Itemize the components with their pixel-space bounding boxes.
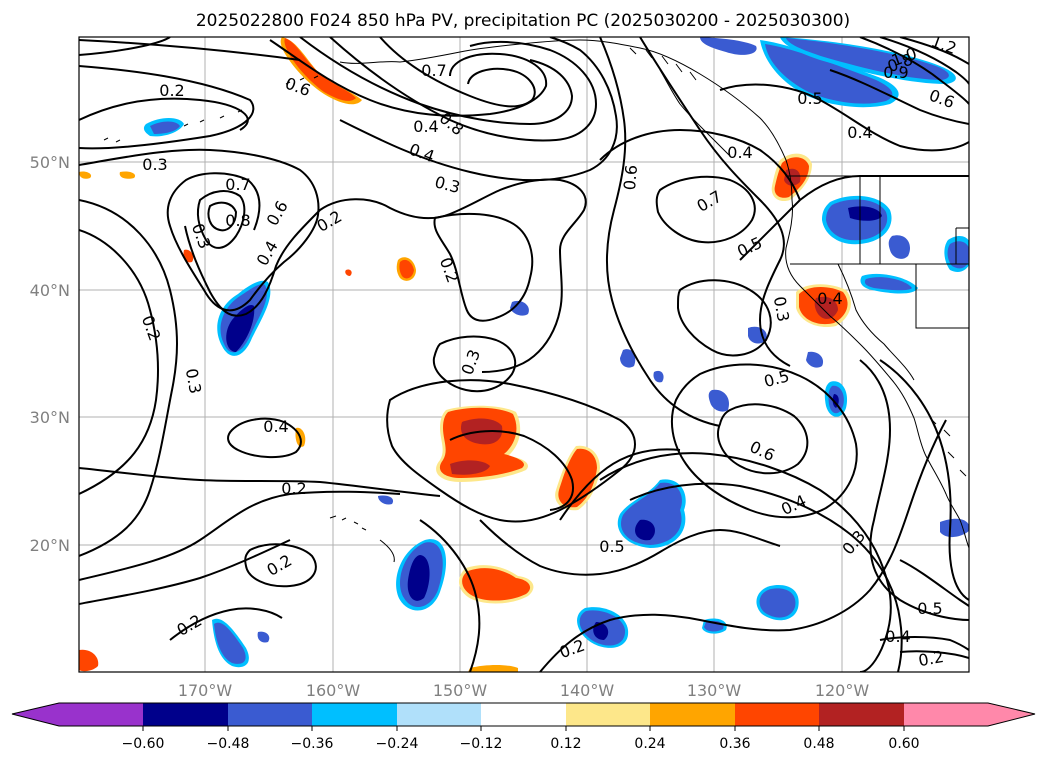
- colorbar-swatch: [143, 703, 228, 726]
- contour-label: 0.5: [797, 89, 822, 108]
- contour-label: 0.7: [225, 175, 250, 194]
- colorbar-tick-label: −0.24: [376, 736, 419, 752]
- longitude-labels: 170°W 160°W 150°W 140°W 130°W 120°W: [178, 681, 870, 700]
- contour-label: 0.4: [413, 117, 438, 136]
- colorbar-tick-label: 0.48: [803, 736, 834, 752]
- lon-label: 150°W: [433, 681, 488, 700]
- contour-label: 0.4: [885, 627, 910, 646]
- colorbar-tick-label: 0.60: [888, 736, 919, 752]
- colorbar-swatch: [228, 703, 312, 726]
- contour-label: 0.3: [142, 155, 167, 174]
- colorbar-swatch: [397, 703, 481, 726]
- colorbar-swatch: [735, 703, 819, 726]
- colorbar-swatch: [650, 703, 735, 726]
- colorbar-swatch: [904, 703, 1035, 726]
- contour-label: 0.2: [281, 479, 306, 498]
- colorbar-tick-label: −0.48: [207, 736, 250, 752]
- latitude-labels: 50°N 40°N 30°N 20°N: [30, 153, 70, 555]
- colorbar: −0.60 −0.48 −0.36 −0.24 −0.12 0.12 0.24 …: [11, 702, 1036, 752]
- coastlines: [103, 39, 969, 563]
- colorbar-tick-label: −0.12: [460, 736, 503, 752]
- lon-label: 130°W: [687, 681, 742, 700]
- contour-label: 0.9: [883, 63, 908, 82]
- colorbar-tick-label: 0.12: [550, 736, 581, 752]
- contour-label: 0.3: [182, 367, 205, 395]
- contour-label: 0.2: [159, 81, 184, 100]
- colorbar-swatch: [566, 703, 650, 726]
- lat-label: 30°N: [30, 408, 70, 427]
- contour-label: 0.5: [917, 599, 942, 618]
- lat-label: 20°N: [30, 536, 70, 555]
- map-title: 2025022800 F024 850 hPa PV, precipitatio…: [196, 11, 850, 31]
- lat-label: 50°N: [30, 153, 70, 172]
- contour-label: 0.6: [620, 164, 641, 191]
- lon-label: 160°W: [306, 681, 361, 700]
- colorbar-tick-label: 0.24: [634, 736, 665, 752]
- contour-label: 0.4: [817, 289, 842, 308]
- colorbar-tick-label: −0.36: [291, 736, 334, 752]
- gridlines: [79, 37, 969, 672]
- map-panel: 0.2 0.3 0.3 0.2 0.3 0.7 0.8 0.6 0.4 0.2 …: [78, 36, 970, 673]
- colorbar-outline: [11, 702, 1036, 727]
- lon-label: 170°W: [178, 681, 233, 700]
- contour-label: 0.5: [599, 537, 624, 556]
- contour-label: 0.3: [770, 295, 793, 323]
- contour-label: 0.4: [263, 417, 288, 436]
- contour-label: 0.7: [421, 61, 446, 80]
- colorbar-tick-label: −0.60: [122, 736, 165, 752]
- contour-label: 0.4: [727, 143, 752, 162]
- pv-contours: [79, 37, 969, 672]
- precip-negative-shading: [143, 37, 969, 668]
- colorbar-swatch: [819, 703, 904, 726]
- map-frame: [78, 36, 970, 673]
- lon-label: 120°W: [815, 681, 870, 700]
- colorbar-swatch: [12, 703, 143, 726]
- precip-positive-shading: [79, 37, 851, 672]
- lat-label: 40°N: [30, 281, 70, 300]
- colorbar-swatch: [481, 703, 566, 726]
- contour-label: 0.8: [225, 211, 250, 230]
- colorbar-tick-label: 0.36: [719, 736, 750, 752]
- lon-label: 140°W: [560, 681, 615, 700]
- contour-label: 0.2: [917, 647, 945, 670]
- colorbar-swatch: [312, 703, 397, 726]
- contour-label: 0.4: [847, 123, 872, 142]
